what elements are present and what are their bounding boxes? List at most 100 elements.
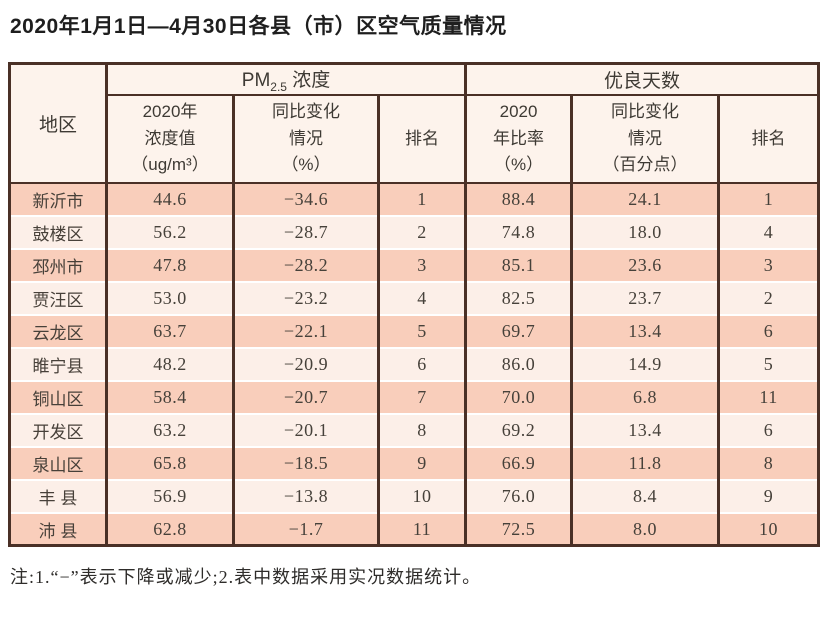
good-change-cell: 6.8 (570, 379, 721, 414)
good-change-cell: 8.0 (570, 511, 721, 546)
table-row: 云龙区 63.7 −22.1 5 69.7 13.4 6 (8, 313, 821, 348)
table-row: 鼓楼区 56.2 −28.7 2 74.8 18.0 4 (8, 214, 821, 249)
region-cell: 铜山区 (8, 379, 108, 414)
region-cell: 贾汪区 (8, 280, 108, 315)
footnote: 注:1.“−”表示下降或减少;2.表中数据采用实况数据统计。 (10, 567, 482, 588)
pm-rank-cell: 8 (376, 412, 468, 447)
table-row: 开发区 63.2 −20.1 8 69.2 13.4 6 (8, 412, 821, 447)
table-row: 沛 县 62.8 −1.7 11 72.5 8.0 10 (8, 511, 821, 546)
pm-value-cell: 56.9 (105, 478, 235, 513)
good-ratio-cell: 82.5 (464, 280, 574, 315)
air-quality-table: 地区 PM2.5 浓度 优良天数 2020年 浓度值 （ug/m³） 同比变化 情… (8, 62, 821, 548)
table-row: 丰 县 56.9 −13.8 10 76.0 8.4 9 (8, 478, 821, 513)
pm-rank-cell: 3 (376, 247, 468, 282)
pm-value-cell: 44.6 (105, 182, 235, 216)
pm25-suffix: 浓度 (286, 70, 331, 91)
pm-change-cell: −18.5 (232, 445, 380, 480)
good-ratio-cell: 86.0 (464, 346, 574, 381)
region-cell: 云龙区 (8, 313, 108, 348)
col-group-pm25: PM2.5 浓度 (104, 63, 468, 96)
pm-rank-cell: 2 (376, 214, 468, 249)
pm-value-cell: 53.0 (105, 280, 235, 315)
page: 2020年1月1日—4月30日各县（市）区空气质量情况 地区 PM2.5 浓度 … (8, 15, 821, 588)
good-change-cell: 23.7 (570, 280, 721, 315)
good-ratio-cell: 66.9 (464, 445, 574, 480)
good-rank-cell: 10 (717, 511, 821, 546)
pm-rank-cell: 7 (376, 379, 468, 414)
pm-rank-cell: 10 (376, 478, 468, 513)
region-cell: 鼓楼区 (8, 214, 108, 249)
col-group-good-days: 优良天数 (464, 63, 821, 96)
good-change-cell: 18.0 (570, 214, 721, 249)
good-change-cell: 13.4 (570, 313, 721, 348)
col-header-good-rank: 排名 (717, 94, 821, 184)
good-ratio-cell: 85.1 (464, 247, 574, 282)
region-cell: 泉山区 (8, 445, 108, 480)
header-group-row: 地区 PM2.5 浓度 优良天数 (8, 63, 821, 184)
col-header-pm-rank: 排名 (376, 94, 468, 184)
good-rank-cell: 9 (717, 478, 821, 513)
good-ratio-cell: 74.8 (464, 214, 574, 249)
pm-change-cell: −22.1 (232, 313, 380, 348)
pm-value-cell: 63.7 (105, 313, 235, 348)
region-cell: 新沂市 (8, 182, 108, 216)
pm-change-cell: −34.6 (232, 182, 380, 216)
region-cell: 睢宁县 (8, 346, 108, 381)
col-header-good-ratio: 2020 年比率 （%） (464, 94, 574, 184)
good-rank-cell: 6 (717, 313, 821, 348)
pm-rank-cell: 11 (376, 511, 468, 546)
pm25-subscript: 2.5 (270, 79, 287, 94)
good-change-cell: 8.4 (570, 478, 721, 513)
col-header-good-change: 同比变化 情况 （百分点） (570, 94, 721, 184)
pm-change-cell: −13.8 (232, 478, 380, 513)
pm-change-cell: −23.2 (232, 280, 380, 315)
pm-change-cell: −28.2 (232, 247, 380, 282)
table-row: 新沂市 44.6 −34.6 1 88.4 24.1 1 (8, 182, 821, 216)
good-ratio-cell: 88.4 (464, 182, 574, 216)
good-rank-cell: 4 (717, 214, 821, 249)
good-rank-cell: 3 (717, 247, 821, 282)
pm-rank-cell: 9 (376, 445, 468, 480)
pm-value-cell: 58.4 (105, 379, 235, 414)
col-header-region: 地区 (8, 63, 108, 184)
good-rank-cell: 2 (717, 280, 821, 315)
table-row: 铜山区 58.4 −20.7 7 70.0 6.8 11 (8, 379, 821, 414)
pm-change-cell: −20.9 (232, 346, 380, 381)
good-rank-cell: 6 (717, 412, 821, 447)
good-rank-cell: 5 (717, 346, 821, 381)
pm-rank-cell: 4 (376, 280, 468, 315)
pm-change-cell: −20.7 (232, 379, 380, 414)
pm-value-cell: 48.2 (105, 346, 235, 381)
good-ratio-cell: 72.5 (464, 511, 574, 546)
pm25-prefix: PM (241, 70, 271, 91)
table-body: 新沂市 44.6 −34.6 1 88.4 24.1 1 鼓楼区 56.2 −28.7 2 74.8 1… (8, 182, 821, 546)
good-ratio-cell: 76.0 (464, 478, 574, 513)
region-cell: 邳州市 (8, 247, 108, 282)
good-change-cell: 14.9 (570, 346, 721, 381)
good-change-cell: 24.1 (570, 182, 721, 216)
col-header-pm-change: 同比变化 情况 （%） (232, 94, 380, 184)
pm-value-cell: 65.8 (105, 445, 235, 480)
pm-rank-cell: 5 (376, 313, 468, 348)
good-rank-cell: 11 (717, 379, 821, 414)
region-cell: 开发区 (8, 412, 108, 447)
pm-value-cell: 47.8 (105, 247, 235, 282)
table-header: 地区 PM2.5 浓度 优良天数 2020年 浓度值 （ug/m³） 同比变化 情… (8, 63, 821, 184)
pm-value-cell: 62.8 (105, 511, 235, 546)
page-title: 2020年1月1日—4月30日各县（市）区空气质量情况 (10, 15, 507, 38)
pm-rank-cell: 1 (376, 182, 468, 216)
col-header-pm-value: 2020年 浓度值 （ug/m³） (105, 94, 235, 184)
good-ratio-cell: 69.2 (464, 412, 574, 447)
header-sub-row: 2020年 浓度值 （ug/m³） 同比变化 情况 （%） 排名 2020 年比率 （… (10, 94, 821, 184)
table-row: 泉山区 65.8 −18.5 9 66.9 11.8 8 (8, 445, 821, 480)
pm-change-cell: −20.1 (232, 412, 380, 447)
pm-change-cell: −1.7 (232, 511, 380, 546)
good-rank-cell: 1 (717, 182, 821, 216)
good-ratio-cell: 70.0 (464, 379, 574, 414)
pm-change-cell: −28.7 (232, 214, 380, 249)
pm-value-cell: 56.2 (105, 214, 235, 249)
good-rank-cell: 8 (717, 445, 821, 480)
pm-value-cell: 63.2 (105, 412, 235, 447)
region-cell: 丰 县 (8, 478, 108, 513)
pm-rank-cell: 6 (376, 346, 468, 381)
